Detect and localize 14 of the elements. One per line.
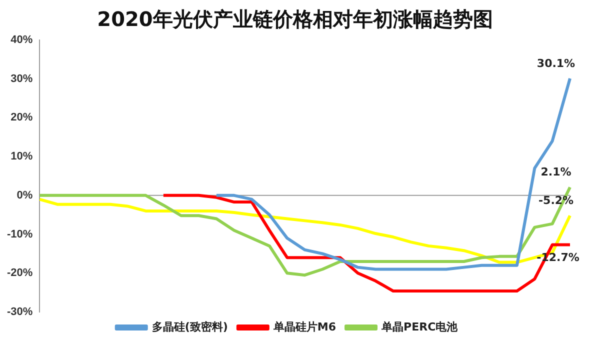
data-label: 30.1%: [536, 56, 576, 70]
y-tick-label: 10%: [10, 150, 33, 163]
y-tick-label: -10%: [6, 228, 33, 240]
chart-title: 2020年光伏产业链价格相对年初涨幅趋势图: [96, 6, 494, 33]
y-tick-label: -30%: [6, 306, 33, 318]
y-tick-label: 30%: [10, 72, 33, 85]
y-tick-label: 0%: [16, 189, 33, 202]
y-tick-label: 40%: [10, 34, 33, 46]
legend-label: 单晶PERC电池: [380, 320, 459, 334]
legend-label: 多晶硅(致密料): [152, 320, 228, 334]
data-label: 2.1%: [540, 166, 572, 179]
y-tick-label: -20%: [6, 267, 33, 280]
y-tick-label: 20%: [10, 112, 33, 124]
legend-label: 单晶硅片M6: [272, 320, 336, 334]
